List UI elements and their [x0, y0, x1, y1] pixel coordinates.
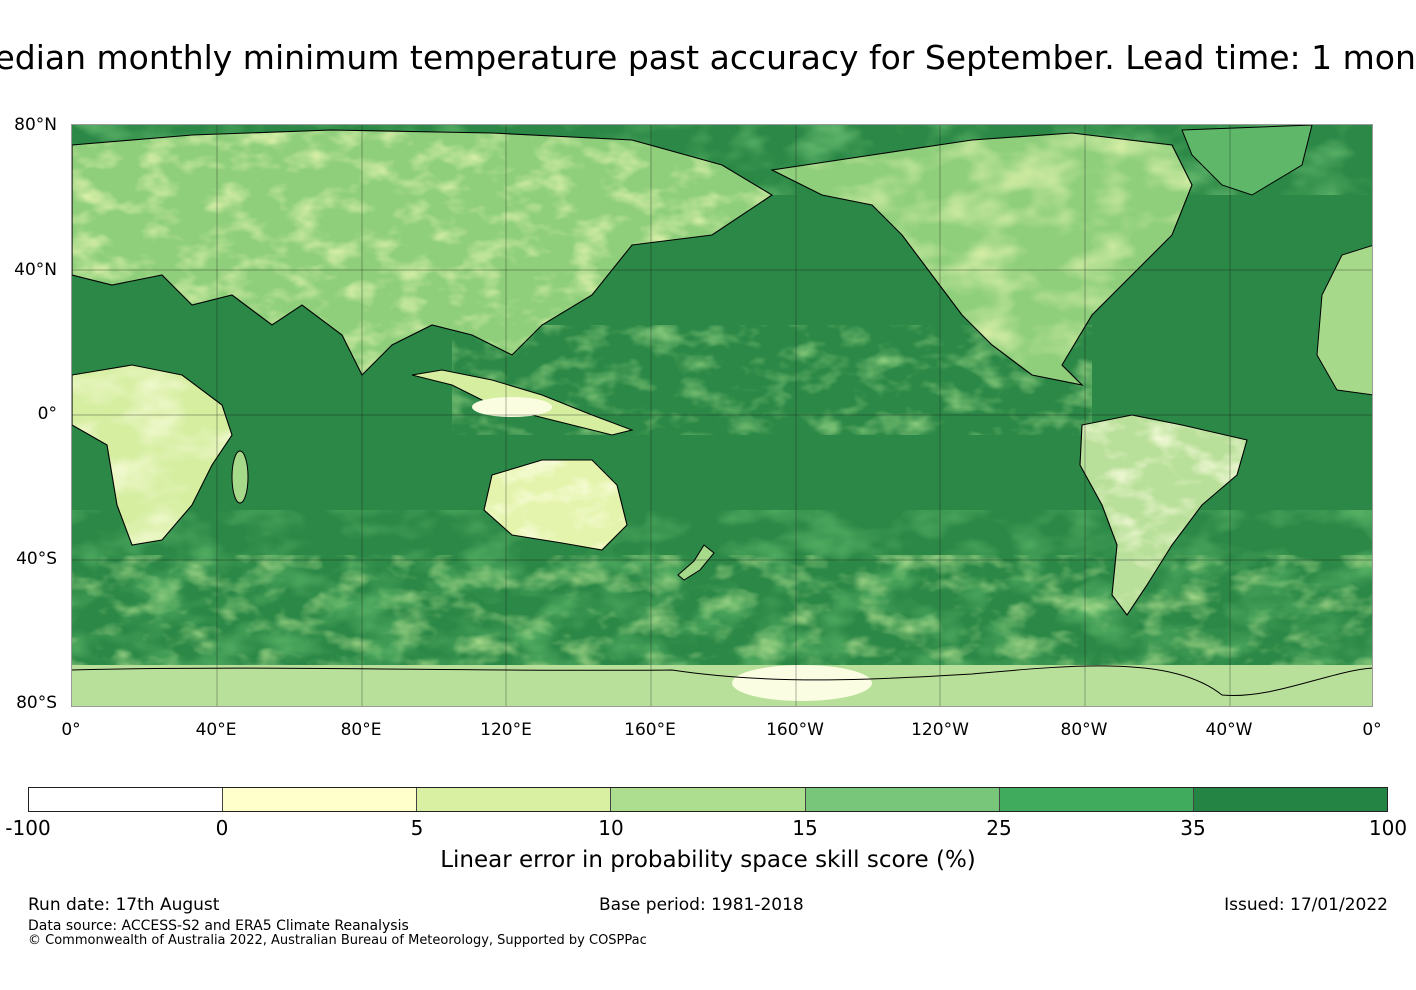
colorbar-segment [223, 788, 418, 811]
run-date: Run date: 17th August [28, 895, 220, 915]
colorbar-tick: 10 [598, 816, 624, 840]
eurasia-light-patches [72, 130, 772, 375]
antarctica-light-patch [732, 665, 872, 701]
colorbar-segment [999, 788, 1194, 811]
issued-date: Issued: 17/01/2022 [1224, 895, 1388, 915]
greenland [1181, 125, 1313, 196]
south-america-light-patches [1080, 415, 1247, 615]
europe-africa-east-edge [1316, 245, 1372, 396]
north-america-coast [770, 132, 1193, 386]
colorbar-label: Linear error in probability space skill … [440, 847, 976, 873]
colorbar-tick: 15 [792, 816, 818, 840]
africa-coast [72, 364, 233, 546]
base-period: Base period: 1981-2018 [599, 895, 804, 915]
graticule [72, 125, 1372, 706]
data-source: Data source: ACCESS-S2 and ERA5 Climate … [28, 918, 409, 934]
lon-label-160e: 160°E [624, 720, 676, 740]
lat-label-equator: 0° [37, 404, 57, 424]
colorbar [28, 787, 1388, 812]
antarctica-region [72, 665, 1372, 706]
lon-label-40e: 40°E [195, 720, 237, 740]
skill-score-map [71, 124, 1373, 707]
new-zealand [677, 544, 715, 581]
lon-label-80w: 80°W [1060, 720, 1108, 740]
colorbar-segment [417, 788, 612, 811]
colorbar-tick: 5 [410, 816, 424, 840]
north-america-light-patches [772, 133, 1192, 385]
lat-label-80n: 80°N [14, 115, 57, 135]
lat-label-80s: 80°S [16, 693, 57, 713]
lon-label-120w: 120°W [911, 720, 969, 740]
lat-label-40s: 40°S [16, 549, 57, 569]
lon-label-80e: 80°E [340, 720, 382, 740]
madagascar [231, 450, 249, 504]
lon-label-0-right: 0° [1362, 720, 1382, 740]
colorbar-segment [805, 788, 1000, 811]
colorbar-segment [1193, 788, 1387, 811]
colorbar-tick: 35 [1180, 816, 1206, 840]
colorbar-tick: 0 [215, 816, 229, 840]
copyright: © Commonwealth of Australia 2022, Austra… [28, 933, 647, 948]
lon-label-0-left: 0° [61, 720, 81, 740]
map-title: Median monthly minimum temperature past … [0, 36, 1416, 80]
south-america-coast [1079, 414, 1248, 616]
lon-label-120e: 120°E [480, 720, 532, 740]
australia-light-patches [484, 460, 627, 550]
antarctica-coast [72, 665, 1372, 697]
map-canvas [72, 125, 1372, 706]
colorbar-tick: 100 [1368, 816, 1408, 840]
africa-light-patches [72, 365, 232, 545]
colorbar-segment [611, 788, 806, 811]
lat-label-40n: 40°N [14, 260, 57, 280]
eurasia-coast [72, 129, 774, 376]
maritime-light-patch [472, 397, 552, 417]
lon-label-40w: 40°W [1205, 720, 1253, 740]
colorbar-tick: 25 [986, 816, 1012, 840]
colorbar-segment [29, 788, 224, 811]
lon-label-160w: 160°W [766, 720, 824, 740]
colorbar-tick: -100 [5, 816, 51, 840]
australia-coast [483, 459, 628, 551]
map-title-text: Median monthly minimum temperature past … [0, 38, 1416, 77]
